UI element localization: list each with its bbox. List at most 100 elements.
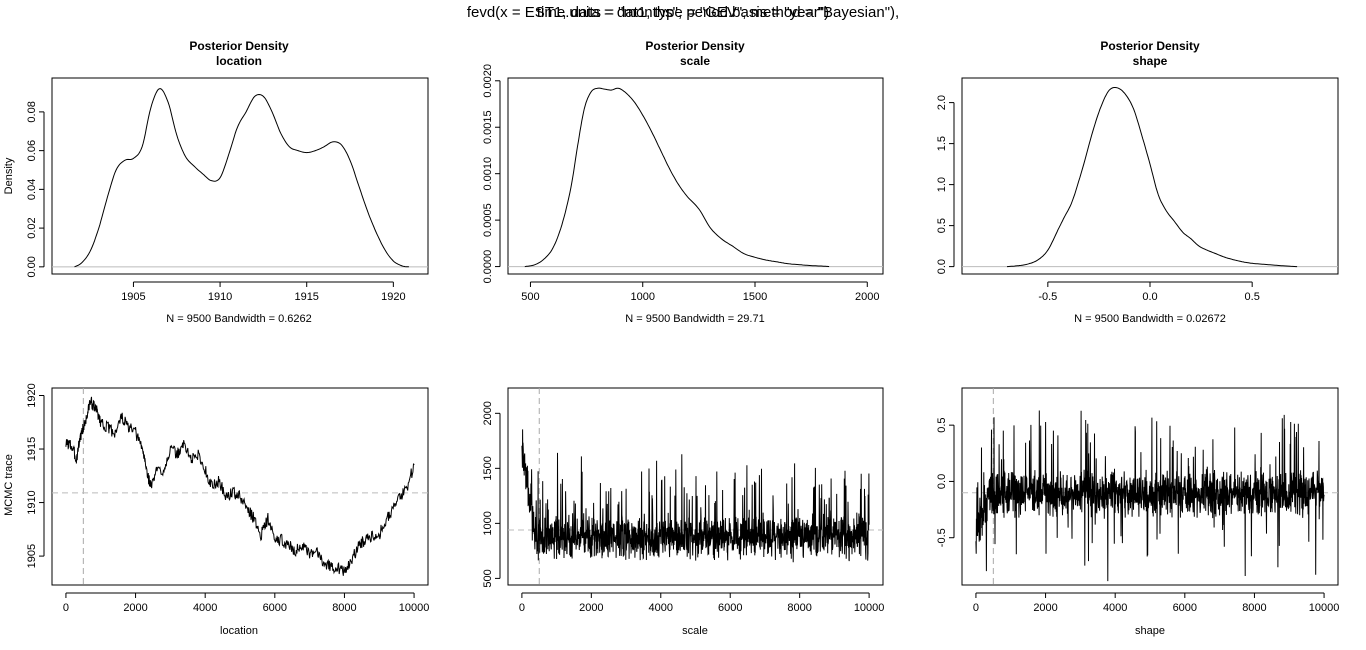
x-axis-label: location — [220, 625, 258, 637]
x-tick-label: 2000 — [579, 602, 603, 614]
y-tick-label: -0.5 — [936, 528, 948, 547]
figure-title-line-1: fevd(x = EST1, data = dat1, type = "GEV"… — [467, 4, 899, 21]
x-tick-label: 500 — [521, 291, 539, 303]
series-line — [1007, 87, 1298, 268]
x-axis: 0 2000 4000 6000 8000 10000 — [519, 592, 885, 614]
y-tick-label: 0.0015 — [482, 110, 494, 144]
y-tick-label: 0.0000 — [482, 250, 494, 284]
figure-title-line-2: time.units = "months", period.basis = "y… — [537, 4, 829, 21]
trace-location-panel: MCMC trace location 0 2000 4000 6000 8000 100… — [3, 383, 429, 637]
y-tick-label: 0.02 — [26, 217, 38, 238]
y-axis-label: MCMC trace — [3, 454, 15, 516]
x-tick-label: 10000 — [854, 602, 885, 614]
panel-subtitle: scale — [680, 54, 710, 68]
y-tick-label: 1500 — [482, 456, 494, 480]
x-tick-label: 8000 — [332, 602, 356, 614]
trace-shape-panel: shape 0 2000 4000 6000 8000 10000 -0.5 0.0 0.5 — [936, 387, 1340, 637]
x-axis-label: scale — [682, 625, 708, 637]
x-tick-label: -0.5 — [1038, 291, 1057, 303]
plot-frame — [961, 387, 1339, 586]
x-tick-label: 1920 — [381, 291, 405, 303]
y-tick-label: 0.08 — [26, 101, 38, 122]
plot-frame — [51, 77, 429, 275]
x-tick-label: 4000 — [1103, 602, 1127, 614]
y-tick-label: 0.0 — [936, 474, 948, 489]
panel-subtitle: location — [216, 54, 262, 68]
x-axis: 1905 1910 1915 1920 — [121, 281, 406, 303]
x-axis: 0 2000 4000 6000 8000 10000 — [973, 592, 1340, 614]
x-tick-label: 0.0 — [1142, 291, 1157, 303]
series-line — [521, 429, 870, 563]
y-tick-label: 500 — [482, 569, 494, 587]
x-tick-label: 4000 — [649, 602, 673, 614]
plot-frame — [51, 387, 429, 586]
series-line — [65, 396, 415, 576]
x-tick-label: 0 — [63, 602, 69, 614]
density-sub-label: N = 9500 Bandwidth = 0.6262 — [166, 313, 312, 325]
x-tick-label: 6000 — [263, 602, 287, 614]
x-tick-label: 2000 — [855, 291, 879, 303]
y-tick-label: 2.0 — [936, 95, 948, 110]
x-tick-label: 1910 — [208, 291, 232, 303]
y-tick-label: 0.0 — [936, 259, 948, 274]
y-tick-label: 0.00 — [26, 256, 38, 277]
x-tick-label: 0.5 — [1245, 291, 1260, 303]
x-tick-label: 1905 — [121, 291, 145, 303]
density-sub-label: N = 9500 Bandwidth = 29.71 — [625, 313, 764, 325]
y-axis: 0.0000 0.0005 0.0010 0.0015 0.0020 — [482, 64, 501, 284]
y-tick-label: 0.0005 — [482, 203, 494, 237]
y-tick-label: 0.0010 — [482, 157, 494, 191]
y-tick-label: 2000 — [482, 401, 494, 425]
panel-title: Posterior Density — [189, 39, 289, 53]
x-tick-label: 0 — [519, 602, 525, 614]
panel-title: Posterior Density — [645, 39, 745, 53]
y-tick-label: 1920 — [26, 383, 38, 407]
plot-frame — [961, 77, 1339, 275]
y-tick-label: 0.5 — [936, 218, 948, 233]
y-axis: -0.5 0.0 0.5 — [936, 418, 955, 547]
y-tick-label: 1000 — [482, 511, 494, 535]
y-tick-label: 1.5 — [936, 136, 948, 151]
x-axis: 0 2000 4000 6000 8000 10000 — [63, 592, 430, 614]
x-tick-label: 6000 — [1173, 602, 1197, 614]
density-sub-label: N = 9500 Bandwidth = 0.02672 — [1074, 313, 1226, 325]
x-tick-label: 8000 — [1242, 602, 1266, 614]
y-tick-label: 1915 — [26, 437, 38, 461]
y-axis-label: Density — [3, 157, 15, 194]
y-axis: 0.0 0.5 1.0 1.5 2.0 — [936, 95, 955, 274]
y-tick-label: 1905 — [26, 544, 38, 568]
trace-scale-panel: scale 0 2000 4000 6000 8000 10000 500 1000 1500 2… — [482, 387, 885, 637]
x-tick-label: 4000 — [193, 602, 217, 614]
y-tick-label: 0.06 — [26, 140, 38, 161]
density-location-panel: Posterior Density location Density N = 9… — [3, 39, 429, 325]
panel-subtitle: shape — [1133, 54, 1168, 68]
x-axis: 500 1000 1500 2000 — [521, 281, 880, 303]
y-axis: 1905 1910 1915 1920 — [26, 383, 45, 568]
x-tick-label: 10000 — [399, 602, 430, 614]
panel-title: Posterior Density — [1100, 39, 1200, 53]
plot-frame — [507, 387, 884, 586]
y-axis: 500 1000 1500 2000 — [482, 401, 501, 588]
series-line — [975, 410, 1325, 582]
series-line — [524, 87, 830, 268]
x-tick-label: 1915 — [294, 291, 318, 303]
density-scale-panel: Posterior Density scale N = 9500 Bandwid… — [482, 39, 884, 325]
x-axis-label: shape — [1135, 625, 1165, 637]
y-tick-label: 0.04 — [26, 179, 38, 200]
x-tick-label: 6000 — [718, 602, 742, 614]
x-tick-label: 2000 — [1033, 602, 1057, 614]
x-tick-label: 0 — [973, 602, 979, 614]
y-axis: 0.00 0.02 0.04 0.06 0.08 — [26, 101, 45, 278]
x-axis: -0.5 0.0 0.5 — [1038, 281, 1260, 303]
density-shape-panel: Posterior Density shape N = 9500 Bandwid… — [936, 39, 1339, 325]
y-tick-label: 0.0020 — [482, 64, 494, 98]
y-tick-label: 0.5 — [936, 418, 948, 433]
x-tick-label: 2000 — [123, 602, 147, 614]
series-line — [74, 88, 409, 268]
x-tick-label: 1000 — [630, 291, 654, 303]
x-tick-label: 10000 — [1309, 602, 1340, 614]
x-tick-label: 1500 — [743, 291, 767, 303]
plot-frame — [507, 77, 884, 275]
y-tick-label: 1.0 — [936, 177, 948, 192]
